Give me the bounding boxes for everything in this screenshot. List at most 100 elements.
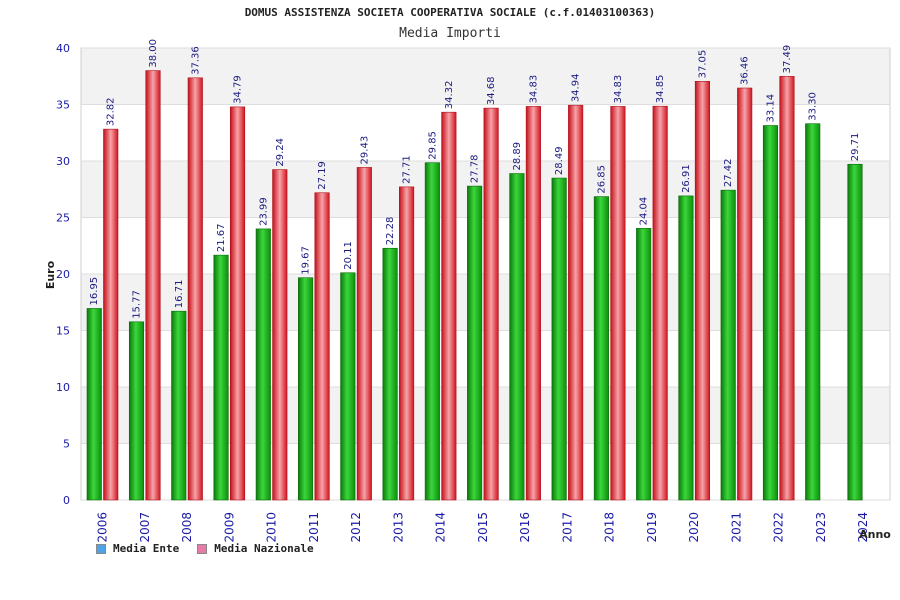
value-label: 27.71 <box>402 155 413 184</box>
bar-media-ente <box>171 310 187 501</box>
x-tick-label: 2024 <box>856 512 870 543</box>
value-label: 21.67 <box>216 223 227 252</box>
value-label: 37.05 <box>697 50 708 79</box>
value-label: 32.82 <box>106 97 117 126</box>
value-label: 26.91 <box>681 164 692 193</box>
bar-media-nazionale <box>103 128 119 501</box>
x-tick-label: 2016 <box>518 512 532 543</box>
x-tick-label: 2009 <box>222 512 236 543</box>
y-tick-label: 0 <box>63 494 70 507</box>
x-tick-label: 2017 <box>560 512 574 543</box>
bar-media-ente <box>678 195 694 501</box>
legend-item-ente: Media Ente <box>96 542 179 555</box>
chart-subtitle: Media Importi <box>399 26 501 41</box>
bar-media-ente <box>86 308 102 501</box>
value-label: 29.43 <box>359 136 370 165</box>
value-label: 27.78 <box>470 154 481 183</box>
value-labels: 16.95 32.82 15.77 38.00 16.71 37.36 21.67 34.79… <box>89 39 861 319</box>
y-tick-label: 30 <box>56 155 70 168</box>
bar-media-nazionale <box>399 186 415 501</box>
bar-media-ente <box>762 125 779 501</box>
y-axis-label: Euro <box>44 260 57 289</box>
y-tick-label: 15 <box>56 325 70 338</box>
bar-media-ente <box>636 228 652 501</box>
x-tick-label: 2006 <box>96 512 110 543</box>
value-label: 34.68 <box>486 76 497 105</box>
value-label: 16.71 <box>174 280 185 309</box>
bar-media-ente <box>382 247 398 501</box>
value-label: 34.83 <box>528 75 539 104</box>
bar-media-ente <box>593 196 609 501</box>
bar-media-ente <box>298 277 314 501</box>
x-tick-label: 2021 <box>729 512 743 543</box>
value-label: 34.85 <box>655 75 666 104</box>
value-label: 29.24 <box>275 138 286 167</box>
y-tick-label: 10 <box>56 381 70 394</box>
bar-media-ente <box>128 321 145 501</box>
x-tick-label: 2023 <box>814 512 828 543</box>
bar-media-nazionale <box>441 111 457 501</box>
bar-media-nazionale <box>694 81 710 501</box>
bar-media-nazionale <box>314 192 330 501</box>
bars <box>86 70 863 501</box>
value-label: 19.67 <box>301 246 312 275</box>
x-tick-label: 2022 <box>772 512 786 543</box>
value-label: 37.36 <box>190 46 201 75</box>
bar-media-nazionale <box>483 107 499 501</box>
value-label: 22.28 <box>385 217 396 246</box>
bar-media-ente <box>424 162 440 501</box>
value-label: 26.85 <box>596 165 607 194</box>
x-tick-label: 2018 <box>603 512 617 543</box>
legend-item-nazionale: Media Nazionale <box>197 542 314 555</box>
x-tick-label: 2013 <box>391 512 405 543</box>
x-tick-label: 2011 <box>307 512 321 543</box>
bar-media-nazionale <box>356 167 372 501</box>
y-axis-ticks: 0 5 10 15 20 25 30 35 40 <box>56 42 70 507</box>
y-tick-label: 35 <box>56 99 70 112</box>
x-axis-ticks: 2006 2007 2008 2009 2010 2011 2012 2013 2014 2015… <box>96 512 871 543</box>
bar-media-ente <box>213 254 229 501</box>
value-label: 16.95 <box>89 277 100 306</box>
value-label: 23.99 <box>258 197 269 226</box>
x-tick-label: 2007 <box>138 512 152 543</box>
value-label: 28.49 <box>554 146 565 175</box>
legend-swatch-ente <box>96 543 106 554</box>
value-label: 34.32 <box>444 81 455 110</box>
bar-media-nazionale <box>568 104 584 501</box>
y-tick-label: 40 <box>56 42 70 55</box>
y-tick-label: 25 <box>56 212 70 225</box>
legend-label-ente: Media Ente <box>113 542 180 555</box>
bar-media-ente <box>340 272 356 501</box>
value-label: 38.00 <box>148 39 159 68</box>
bar-media-ente <box>551 177 567 501</box>
value-label: 29.71 <box>850 133 861 162</box>
legend-label-nazionale: Media Nazionale <box>214 542 314 555</box>
bar-media-nazionale <box>737 87 753 501</box>
value-label: 34.79 <box>233 75 244 104</box>
bar-media-nazionale <box>229 106 246 501</box>
bar-media-ente <box>467 185 483 501</box>
bar-media-nazionale <box>525 106 541 501</box>
x-axis-label: Anno <box>859 528 891 541</box>
value-label: 27.19 <box>317 161 328 190</box>
value-label: 33.30 <box>808 92 819 121</box>
value-label: 27.42 <box>723 159 734 188</box>
value-label: 28.89 <box>512 142 523 171</box>
x-tick-label: 2010 <box>265 512 279 543</box>
value-label: 29.85 <box>427 131 438 160</box>
bar-media-nazionale <box>779 76 795 501</box>
bar-media-nazionale <box>610 106 626 501</box>
value-label: 24.04 <box>639 197 650 226</box>
value-label: 34.94 <box>571 74 582 103</box>
bar-media-ente <box>720 189 736 501</box>
x-tick-label: 2015 <box>476 512 490 543</box>
value-label: 34.83 <box>613 75 624 104</box>
value-label: 20.11 <box>343 241 354 270</box>
value-label: 33.14 <box>765 94 776 123</box>
x-tick-label: 2012 <box>349 512 363 543</box>
value-label: 37.49 <box>782 45 793 74</box>
x-tick-label: 2014 <box>434 512 448 543</box>
bar-media-ente <box>805 123 821 501</box>
value-label: 15.77 <box>132 290 143 319</box>
x-tick-label: 2019 <box>645 512 659 543</box>
